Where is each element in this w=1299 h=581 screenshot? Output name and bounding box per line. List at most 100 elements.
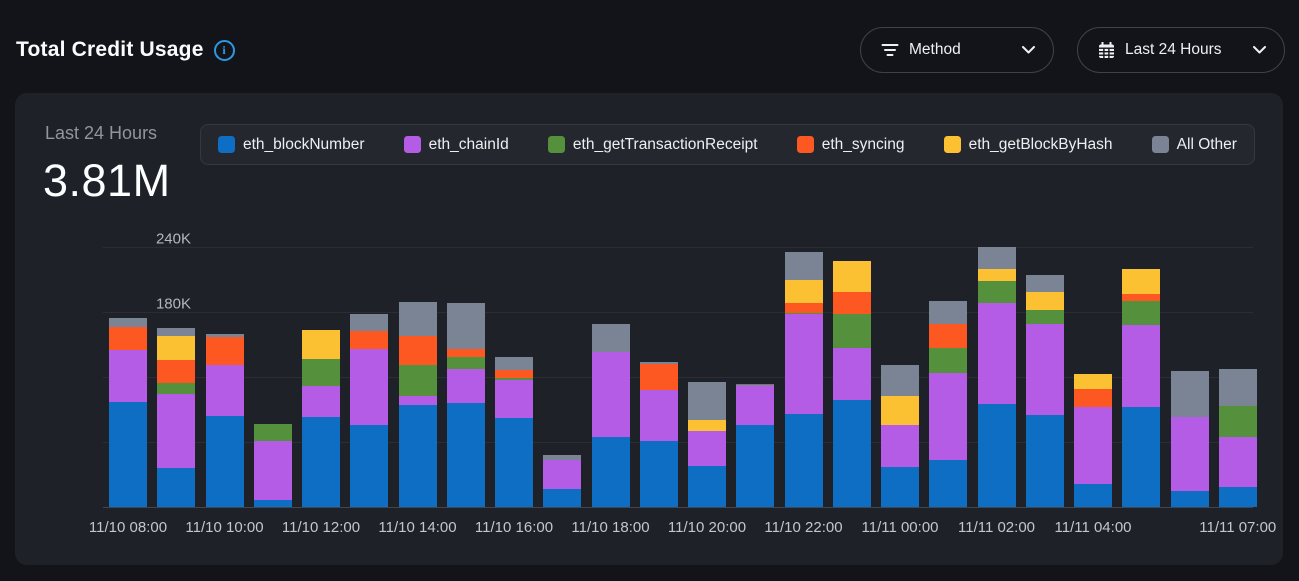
info-icon[interactable]: i <box>213 39 235 61</box>
legend-item[interactable]: All Other <box>1151 135 1237 154</box>
bar-segment <box>881 365 919 396</box>
bar-segment <box>1218 369 1257 406</box>
legend-item[interactable]: eth_blockNumber <box>218 136 364 154</box>
bar-segment <box>157 336 196 360</box>
period-label: Last 24 Hours <box>45 123 158 143</box>
bar-column[interactable] <box>1025 275 1064 507</box>
legend-item[interactable]: eth_syncing <box>796 135 905 154</box>
legend-swatch <box>218 136 235 153</box>
bar-segment <box>832 348 871 400</box>
bar-segment <box>398 405 437 507</box>
bar-segment <box>398 302 437 336</box>
bar-column[interactable] <box>832 261 871 507</box>
bar-segment <box>1074 484 1112 507</box>
legend-label: eth_chainId <box>428 135 509 153</box>
method-filter-dropdown[interactable]: Method <box>860 27 1054 73</box>
bar-segment <box>253 424 292 441</box>
bar-column[interactable] <box>1170 371 1209 507</box>
bar-segment <box>929 460 968 507</box>
bar-column[interactable] <box>784 252 823 507</box>
bar-column[interactable] <box>688 382 726 507</box>
bar-segment <box>350 349 389 425</box>
bar-segment <box>639 364 678 390</box>
bar-segment <box>736 384 775 385</box>
bar-segment <box>591 437 630 507</box>
bar-column[interactable] <box>977 247 1016 507</box>
bar-segment <box>736 425 775 507</box>
x-axis-tick-label: 11/10 12:00 <box>281 519 361 536</box>
bar-column[interactable] <box>350 314 389 507</box>
bar-column[interactable] <box>446 303 485 507</box>
filter-icon <box>881 44 899 56</box>
bar-segment <box>832 314 871 348</box>
bar-column[interactable] <box>109 318 147 507</box>
bar-column[interactable] <box>736 384 775 507</box>
bar-column[interactable] <box>205 334 244 507</box>
bar-column[interactable] <box>302 330 340 507</box>
bar-column[interactable] <box>1122 269 1161 507</box>
bar-segment <box>1025 292 1064 310</box>
bar-column[interactable] <box>543 455 582 507</box>
bar-column[interactable] <box>157 328 196 507</box>
gridline <box>103 442 1253 443</box>
bar-segment <box>1218 437 1257 487</box>
bar-column[interactable] <box>881 365 919 507</box>
bar-segment <box>977 303 1016 404</box>
bar-segment <box>1025 415 1064 507</box>
gridline <box>103 377 1253 378</box>
bar-segment <box>784 280 823 303</box>
page-title: Total Credit Usage <box>16 38 204 61</box>
legend-label: All Other <box>1176 135 1237 153</box>
bar-segment <box>302 417 340 507</box>
bar-segment <box>688 466 726 507</box>
bar-column[interactable] <box>1074 374 1112 507</box>
legend-item[interactable]: eth_chainId <box>403 135 509 154</box>
x-axis-tick-label: 11/10 16:00 <box>474 519 554 536</box>
bar-segment <box>495 418 533 507</box>
bar-column[interactable] <box>495 357 533 507</box>
time-range-dropdown[interactable]: Last 24 Hours <box>1077 27 1285 73</box>
bar-column[interactable] <box>398 302 437 507</box>
y-axis-tick-label: 240K <box>155 230 191 248</box>
bar-segment <box>157 360 196 383</box>
bar-segment <box>1025 324 1064 415</box>
bar-segment <box>109 350 147 402</box>
bar-segment <box>109 402 147 507</box>
bar-segment <box>784 414 823 507</box>
x-axis-tick-label: 11/10 14:00 <box>378 519 457 536</box>
bar-segment <box>350 425 389 507</box>
bar-segment <box>157 328 196 336</box>
legend-item[interactable]: eth_getTransactionReceipt <box>547 136 758 154</box>
bar-segment <box>446 357 485 369</box>
bar-column[interactable] <box>929 301 968 507</box>
x-axis-tick-label: 11/11 02:00 <box>957 519 1036 536</box>
bar-segment <box>495 380 533 418</box>
bar-segment <box>977 247 1016 269</box>
bar-segment <box>881 396 919 425</box>
bar-segment <box>639 390 678 441</box>
bar-segment <box>1074 374 1112 389</box>
bar-segment <box>205 416 244 507</box>
chart-panel: Last 24 Hours 3.81M eth_blockNumber eth_c… <box>15 93 1283 565</box>
bar-column[interactable] <box>253 424 292 507</box>
bar-segment <box>929 301 968 324</box>
bar-segment <box>109 318 147 327</box>
bar-segment <box>929 373 968 460</box>
bar-segment <box>832 261 871 292</box>
gridline <box>103 312 1253 313</box>
legend-item[interactable]: eth_getBlockByHash <box>943 136 1113 154</box>
bar-segment <box>302 359 340 386</box>
legend-label: eth_syncing <box>821 135 905 153</box>
x-axis-tick-label: 11/10 22:00 <box>764 519 843 536</box>
bar-segment <box>1074 389 1112 407</box>
bar-column[interactable] <box>591 324 630 507</box>
bar-segment <box>398 336 437 365</box>
bar-segment <box>977 269 1016 281</box>
bar-segment <box>1122 407 1161 507</box>
bar-segment <box>350 314 389 331</box>
bar-segment <box>1170 417 1209 491</box>
bar-segment <box>109 327 147 350</box>
bar-segment <box>157 383 196 394</box>
bar-column[interactable] <box>1218 369 1257 507</box>
bar-column[interactable] <box>639 362 678 507</box>
